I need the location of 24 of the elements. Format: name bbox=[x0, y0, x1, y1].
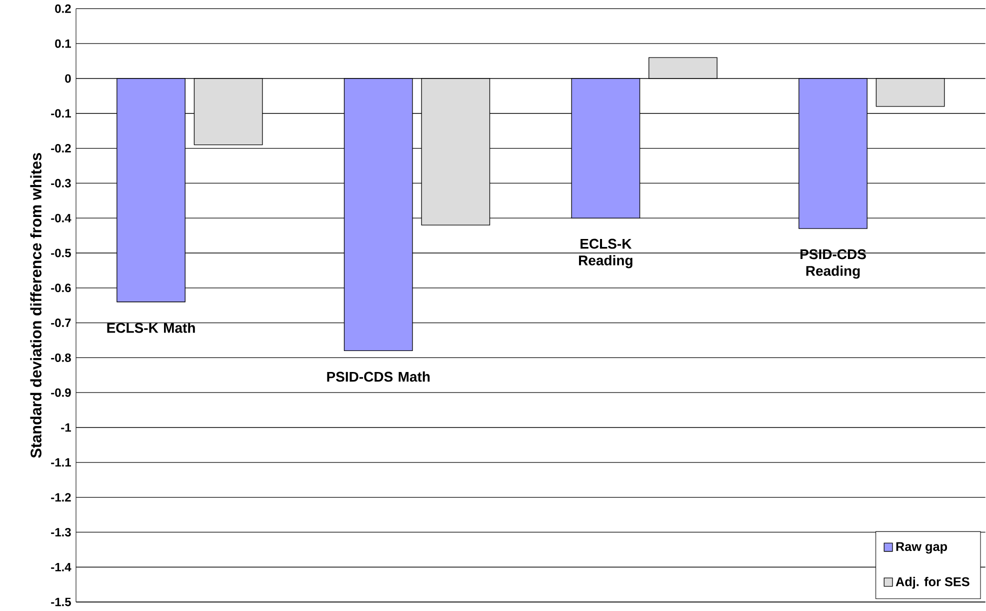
y-tick-label: -0.2 bbox=[51, 144, 71, 153]
x-tick-label: ECLS-K Reading bbox=[579, 238, 632, 268]
legend-label: Adj. for SES bbox=[896, 577, 970, 589]
y-tick-label: -0.3 bbox=[51, 179, 71, 188]
y-tick-label: -0.4 bbox=[51, 214, 72, 223]
y-tick-label: 0.1 bbox=[55, 40, 71, 48]
y-tick-label: -0.8 bbox=[51, 354, 71, 362]
y-tick-label: -1.2 bbox=[51, 493, 71, 502]
y-tick-label: -0.1 bbox=[51, 109, 71, 118]
y-tick-label: -0.7 bbox=[51, 318, 71, 328]
y-tick-label: 0 bbox=[65, 74, 71, 83]
y-tick-label: -1.1 bbox=[51, 458, 71, 467]
y-tick-label: -0.6 bbox=[51, 284, 71, 292]
x-tick-label: PSID-CDS Math bbox=[327, 372, 430, 382]
y-tick-label: -1.5 bbox=[51, 598, 71, 606]
x-tick-label: ECLS-K Math bbox=[107, 322, 195, 334]
y-axis-title: Standard deviation difference from whites bbox=[30, 153, 42, 458]
y-tick-label: -1.3 bbox=[51, 528, 71, 537]
legend-label: Raw gap bbox=[896, 542, 948, 554]
y-tick-label: 0.2 bbox=[55, 4, 71, 14]
y-tick-label: -1 bbox=[61, 424, 71, 432]
y-tick-label: -1.4 bbox=[51, 563, 72, 572]
y-tick-label: -0.5 bbox=[51, 248, 71, 258]
y-tick-label: -0.9 bbox=[51, 388, 71, 398]
